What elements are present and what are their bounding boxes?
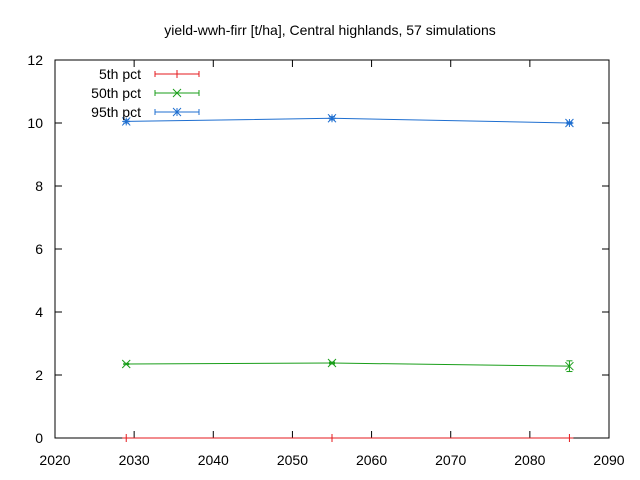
data-point — [327, 113, 337, 123]
plot-area: 0 2 4 6 8 10 12 2020 2030 2040 2050 2060 2070 2080 209… — [27, 52, 624, 468]
x-tick-label: 2060 — [356, 452, 387, 468]
x-tick-label: 2090 — [593, 452, 624, 468]
x-tick-label: 2040 — [198, 452, 229, 468]
data-point — [121, 359, 131, 369]
data-point — [121, 117, 131, 126]
x-tick-label: 2080 — [514, 452, 545, 468]
data-point — [565, 118, 574, 128]
legend-label: 95th pct — [91, 104, 141, 120]
legend-label: 50th pct — [91, 85, 141, 101]
legend-marker — [172, 88, 182, 98]
y-tick-label: 6 — [35, 241, 43, 257]
y-tick-label: 10 — [27, 115, 43, 131]
series-line — [126, 117, 570, 124]
legend-label: 5th pct — [99, 66, 141, 82]
x-tick-label: 2050 — [277, 452, 308, 468]
series-50th-pct — [121, 358, 574, 373]
y-tick-label: 0 — [35, 430, 43, 446]
chart-title: yield-wwh-firr [t/ha], Central highlands… — [164, 22, 495, 38]
data-point — [327, 358, 337, 368]
x-tick-label: 2070 — [435, 452, 466, 468]
y-tick-label: 4 — [35, 304, 43, 320]
x-tick-label: 2020 — [39, 452, 70, 468]
y-tick-label: 2 — [35, 367, 43, 383]
data-point — [328, 434, 336, 442]
y-tick-label: 8 — [35, 178, 43, 194]
series-5th-pct — [122, 434, 574, 442]
legend-marker — [173, 70, 181, 78]
series-95th-pct — [121, 113, 574, 128]
data-point — [122, 434, 131, 442]
legend: 5th pct 50th pct 95th pct — [91, 66, 200, 120]
series-line — [126, 362, 570, 367]
y-tick-label: 12 — [27, 52, 43, 68]
data-point — [565, 361, 574, 371]
data-point — [565, 434, 574, 442]
x-tick-label: 2030 — [119, 452, 150, 468]
legend-marker — [172, 107, 182, 117]
